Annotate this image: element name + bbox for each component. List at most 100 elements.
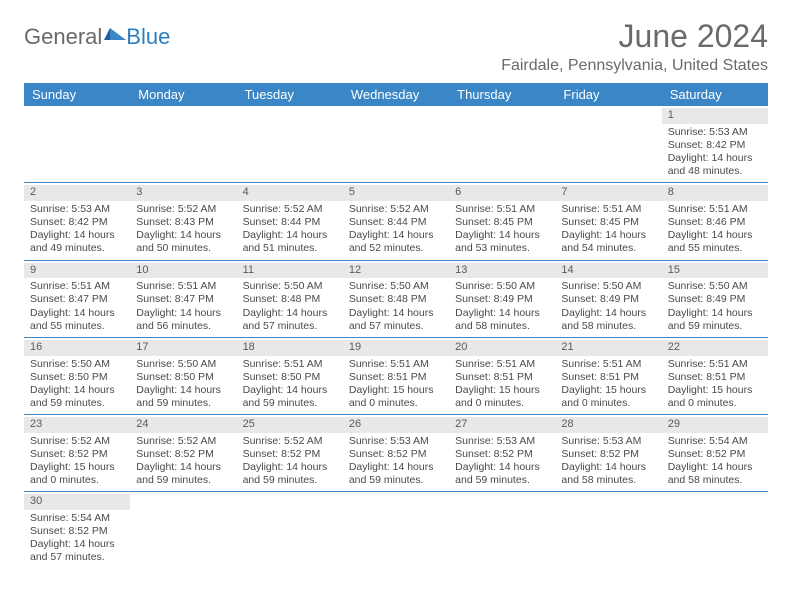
day-day1-text: Daylight: 14 hours <box>668 461 762 474</box>
calendar-day: 18Sunrise: 5:51 AMSunset: 8:50 PMDayligh… <box>237 338 343 414</box>
day-sunrise-text: Sunrise: 5:53 AM <box>561 435 655 448</box>
day-day1-text: Daylight: 14 hours <box>136 307 230 320</box>
day-day1-text: Daylight: 14 hours <box>136 229 230 242</box>
day-sunset-text: Sunset: 8:52 PM <box>349 448 443 461</box>
day-day2-text: and 54 minutes. <box>561 242 655 255</box>
day-day2-text: and 57 minutes. <box>30 551 124 564</box>
calendar-day-empty <box>24 106 130 182</box>
day-sunset-text: Sunset: 8:42 PM <box>668 139 762 152</box>
day-day1-text: Daylight: 15 hours <box>30 461 124 474</box>
day-day1-text: Daylight: 14 hours <box>349 461 443 474</box>
day-day1-text: Daylight: 14 hours <box>668 229 762 242</box>
day-day1-text: Daylight: 14 hours <box>243 229 337 242</box>
calendar-day: 22 Sunrise: 5:51 AMSunset: 8:51 PMDayligh… <box>662 338 768 414</box>
day-sunset-text: Sunset: 8:52 PM <box>30 525 124 538</box>
calendar-day-empty <box>662 492 768 568</box>
day-day1-text: Daylight: 14 hours <box>668 307 762 320</box>
day-number: 25 <box>237 417 343 433</box>
day-day2-text: and 50 minutes. <box>136 242 230 255</box>
calendar-day: 4Sunrise: 5:52 AMSunset: 8:44 PMDaylight… <box>237 183 343 259</box>
logo-text-general: General <box>24 24 102 50</box>
day-sunrise-text: Sunrise: 5:52 AM <box>136 435 230 448</box>
day-sunset-text: Sunset: 8:49 PM <box>668 293 762 306</box>
calendar-day: 24Sunrise: 5:52 AMSunset: 8:52 PMDayligh… <box>130 415 236 491</box>
day-sunset-text: Sunset: 8:50 PM <box>136 371 230 384</box>
day-day2-text: and 57 minutes. <box>243 320 337 333</box>
day-day1-text: Daylight: 14 hours <box>455 229 549 242</box>
day-day1-text: Daylight: 15 hours <box>668 384 762 397</box>
day-number: 27 <box>449 417 555 433</box>
calendar-day: 9Sunrise: 5:51 AMSunset: 8:47 PMDaylight… <box>24 261 130 337</box>
day-sunrise-text: Sunrise: 5:52 AM <box>136 203 230 216</box>
calendar-day: 20Sunrise: 5:51 AMSunset: 8:51 PMDayligh… <box>449 338 555 414</box>
calendar-week: 16Sunrise: 5:50 AMSunset: 8:50 PMDayligh… <box>24 338 768 415</box>
day-header: Monday <box>130 83 236 106</box>
day-sunrise-text: Sunrise: 5:51 AM <box>455 358 549 371</box>
day-sunrise-text: Sunrise: 5:52 AM <box>349 203 443 216</box>
calendar-day: 11Sunrise: 5:50 AMSunset: 8:48 PMDayligh… <box>237 261 343 337</box>
day-header: Saturday <box>662 83 768 106</box>
day-day1-text: Daylight: 14 hours <box>30 384 124 397</box>
calendar-day: 28Sunrise: 5:53 AMSunset: 8:52 PMDayligh… <box>555 415 661 491</box>
day-day2-text: and 57 minutes. <box>349 320 443 333</box>
day-sunrise-text: Sunrise: 5:51 AM <box>561 358 655 371</box>
day-day2-text: and 51 minutes. <box>243 242 337 255</box>
day-sunrise-text: Sunrise: 5:53 AM <box>668 126 762 139</box>
day-day2-text: and 59 minutes. <box>668 320 762 333</box>
day-number: 26 <box>343 417 449 433</box>
day-day1-text: Daylight: 14 hours <box>561 461 655 474</box>
day-sunset-text: Sunset: 8:52 PM <box>668 448 762 461</box>
day-header: Sunday <box>24 83 130 106</box>
day-day2-text: and 55 minutes. <box>668 242 762 255</box>
day-number: 22 <box>662 340 768 356</box>
day-sunrise-text: Sunrise: 5:50 AM <box>561 280 655 293</box>
day-day2-text: and 58 minutes. <box>668 474 762 487</box>
calendar-day: 7Sunrise: 5:51 AMSunset: 8:45 PMDaylight… <box>555 183 661 259</box>
day-number: 30 <box>24 494 130 510</box>
day-day2-text: and 59 minutes. <box>349 474 443 487</box>
day-day1-text: Daylight: 14 hours <box>349 307 443 320</box>
day-day1-text: Daylight: 14 hours <box>30 229 124 242</box>
logo-mark-icon <box>104 20 126 46</box>
calendar-day: 23Sunrise: 5:52 AMSunset: 8:52 PMDayligh… <box>24 415 130 491</box>
day-day1-text: Daylight: 15 hours <box>561 384 655 397</box>
calendar-day: 21Sunrise: 5:51 AMSunset: 8:51 PMDayligh… <box>555 338 661 414</box>
day-sunrise-text: Sunrise: 5:50 AM <box>30 358 124 371</box>
day-sunset-text: Sunset: 8:47 PM <box>136 293 230 306</box>
calendar-day: 6Sunrise: 5:51 AMSunset: 8:45 PMDaylight… <box>449 183 555 259</box>
day-number: 5 <box>343 185 449 201</box>
day-day2-text: and 58 minutes. <box>561 474 655 487</box>
day-number: 10 <box>130 263 236 279</box>
day-sunrise-text: Sunrise: 5:53 AM <box>30 203 124 216</box>
day-day2-text: and 48 minutes. <box>668 165 762 178</box>
day-sunrise-text: Sunrise: 5:51 AM <box>136 280 230 293</box>
calendar-day: 5Sunrise: 5:52 AMSunset: 8:44 PMDaylight… <box>343 183 449 259</box>
day-sunset-text: Sunset: 8:50 PM <box>30 371 124 384</box>
calendar-day: 2Sunrise: 5:53 AMSunset: 8:42 PMDaylight… <box>24 183 130 259</box>
calendar-week: 2Sunrise: 5:53 AMSunset: 8:42 PMDaylight… <box>24 183 768 260</box>
day-number: 29 <box>662 417 768 433</box>
calendar-day: 3Sunrise: 5:52 AMSunset: 8:43 PMDaylight… <box>130 183 236 259</box>
calendar-week: 23Sunrise: 5:52 AMSunset: 8:52 PMDayligh… <box>24 415 768 492</box>
day-day2-text: and 0 minutes. <box>668 397 762 410</box>
day-number: 28 <box>555 417 661 433</box>
day-sunset-text: Sunset: 8:42 PM <box>30 216 124 229</box>
day-day1-text: Daylight: 14 hours <box>30 307 124 320</box>
day-sunset-text: Sunset: 8:50 PM <box>243 371 337 384</box>
day-sunrise-text: Sunrise: 5:51 AM <box>561 203 655 216</box>
day-sunset-text: Sunset: 8:52 PM <box>455 448 549 461</box>
day-sunrise-text: Sunrise: 5:50 AM <box>243 280 337 293</box>
title-block: June 2024 Fairdale, Pennsylvania, United… <box>501 18 768 75</box>
day-sunrise-text: Sunrise: 5:52 AM <box>243 203 337 216</box>
day-day1-text: Daylight: 14 hours <box>243 461 337 474</box>
day-sunset-text: Sunset: 8:45 PM <box>561 216 655 229</box>
calendar-day-empty <box>555 492 661 568</box>
day-sunrise-text: Sunrise: 5:51 AM <box>668 358 762 371</box>
calendar-day-empty <box>555 106 661 182</box>
day-sunset-text: Sunset: 8:51 PM <box>668 371 762 384</box>
calendar-day: 15Sunrise: 5:50 AMSunset: 8:49 PMDayligh… <box>662 261 768 337</box>
day-number: 13 <box>449 263 555 279</box>
day-sunrise-text: Sunrise: 5:50 AM <box>455 280 549 293</box>
day-day2-text: and 58 minutes. <box>561 320 655 333</box>
logo-text-blue: Blue <box>126 24 170 50</box>
